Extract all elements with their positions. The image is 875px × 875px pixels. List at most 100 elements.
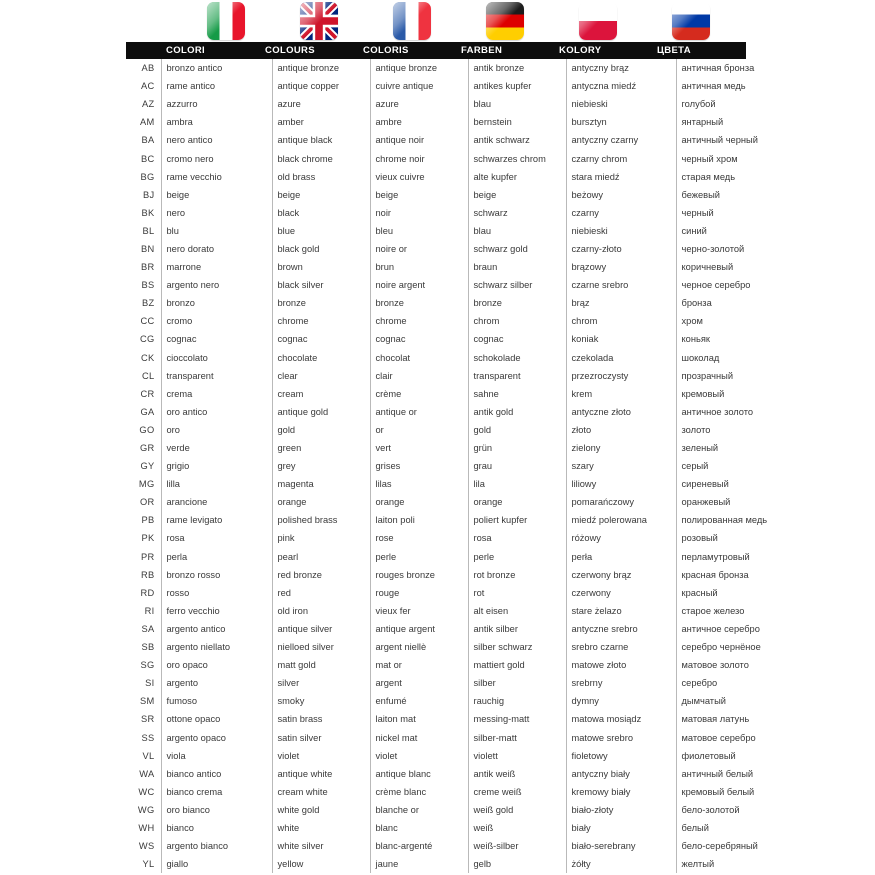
cell-german: lila [467, 475, 566, 494]
cell-french: crème [369, 384, 468, 403]
cell-english: polished brass [271, 511, 370, 530]
cell-russian: дымчатый [675, 692, 874, 711]
cell-french: blanc [369, 818, 468, 838]
cell-german: alt eisen [467, 601, 566, 620]
flag-cell-russia [644, 0, 737, 44]
cell-russian: бежевый [675, 185, 874, 204]
cell-french: laiton poli [369, 511, 468, 530]
cell-german: beige [467, 185, 566, 204]
cell-polish: antyczny czarny [565, 131, 676, 150]
cell-russian: фиолетовый [675, 746, 874, 765]
cell-russian: черный хром [675, 149, 874, 168]
table-row: WG oro bianco white gold blanche or weiß gol… [126, 800, 874, 819]
cell-polish: biały [565, 818, 676, 838]
table-row: AM ambra amber ambre bernstein bursztyn янтарн… [126, 113, 874, 132]
cell-code: SS [141, 732, 155, 743]
cell-polish: antyczny biały [565, 764, 676, 783]
cell-english: silver [271, 674, 370, 693]
table-body: AB bronzo antico antique bronze antique bro… [126, 59, 874, 874]
cell-german: gelb [467, 855, 566, 874]
cell-code: PR [140, 551, 155, 562]
cell-code: RD [140, 587, 155, 598]
cell-french: brun [369, 258, 468, 277]
cell-code: SB [141, 642, 155, 653]
cell-french: perle [369, 547, 468, 566]
cell-italian: argento nero [160, 276, 272, 295]
cell-code: PB [141, 515, 155, 526]
cell-italian: cromo [160, 312, 272, 331]
cell-english: antique black [271, 131, 370, 150]
cell-polish: żółty [565, 855, 676, 874]
table-row: RB bronzo rosso red bronze rouges bronze rot… [126, 565, 874, 584]
cell-russian: прозрачный [675, 366, 874, 385]
cell-code: GR [139, 443, 155, 454]
cell-polish: czarny chrom [565, 149, 676, 168]
cell-english: old brass [271, 167, 370, 186]
cell-german: antik schwarz [467, 131, 566, 150]
cell-russian: золото [675, 420, 874, 439]
cell-german: violett [467, 746, 566, 765]
cell-english: amber [271, 113, 370, 132]
cell-german: schwarz silber [467, 276, 566, 295]
cell-german: antik weiß [467, 764, 566, 783]
flag-strip [126, 0, 746, 44]
cell-polish: czerwony [565, 583, 676, 602]
cell-english: gold [271, 420, 370, 439]
cell-french: chrome noir [369, 149, 468, 168]
cell-russian: голубой [675, 95, 874, 114]
cell-code: CC [140, 316, 155, 327]
table-row: BJ beige beige beige beige beżowy бежевый [126, 185, 874, 204]
column-header-colori: COLORI [166, 45, 206, 56]
flag-france-icon [392, 2, 431, 40]
table-row: CK cioccolato chocolate chocolat schokolade c… [126, 348, 874, 367]
cell-code: YL [142, 859, 155, 870]
cell-polish: beżowy [565, 185, 676, 204]
cell-english: pink [271, 529, 370, 548]
cell-russian: античное серебро [675, 619, 874, 638]
cell-french: beige [369, 185, 468, 204]
table-row: SI argento silver argent silber srebrny серебр… [126, 674, 874, 693]
cell-italian: argento opaco [160, 728, 272, 747]
cell-russian: оранжевый [675, 493, 874, 512]
cell-german: antik silber [467, 619, 566, 638]
cell-russian: белый [675, 818, 874, 838]
cell-russian: бронза [675, 294, 874, 313]
cell-english: orange [271, 493, 370, 512]
cell-italian: cognac [160, 330, 272, 349]
cell-polish: złoto [565, 420, 676, 439]
cell-english: old iron [271, 601, 370, 620]
cell-polish: liliowy [565, 475, 676, 494]
cell-polish: bursztyn [565, 113, 676, 132]
cell-german: rosa [467, 529, 566, 548]
table-row: BK nero black noir schwarz czarny черный [126, 203, 874, 222]
cell-code: BR [140, 262, 155, 273]
cell-italian: oro opaco [160, 656, 272, 675]
cell-code: BK [141, 207, 155, 218]
cell-code: AM [139, 117, 155, 128]
flag-gloss [671, 2, 710, 40]
flag-germany-icon [485, 2, 524, 40]
cell-italian: viola [160, 746, 272, 765]
cell-english: antique white [271, 764, 370, 783]
table-row: SM fumoso smoky enfumé rauchig dymny дымчатый [126, 692, 874, 711]
cell-french: blanc-argenté [369, 837, 468, 856]
cell-french: orange [369, 493, 468, 512]
cell-german: creme weiß [467, 782, 566, 801]
cell-german: blau [467, 95, 566, 114]
cell-russian: желтый [675, 855, 874, 874]
cell-english: yellow [271, 855, 370, 874]
cell-german: transparent [467, 366, 566, 385]
cell-english: black gold [271, 239, 370, 259]
cell-italian: crema [160, 384, 272, 403]
table-row: AC rame antico antique copper cuivre antiqu… [126, 77, 874, 96]
cell-german: grün [467, 438, 566, 458]
cell-italian: bianco antico [160, 764, 272, 783]
cell-german: weiß-silber [467, 837, 566, 856]
table-row: BN nero dorato black gold noire or schwarz g… [126, 239, 874, 259]
cell-code: BN [140, 243, 155, 254]
cell-code: SR [140, 714, 155, 725]
flag-cell-germany [458, 0, 551, 44]
cell-english: matt gold [271, 656, 370, 675]
table-row: AB bronzo antico antique bronze antique bro… [126, 59, 874, 78]
cell-polish: matowe złoto [565, 656, 676, 675]
